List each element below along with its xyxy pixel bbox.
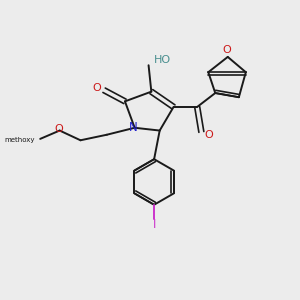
Text: O: O	[205, 130, 214, 140]
Text: N: N	[129, 121, 138, 134]
Text: methoxy: methoxy	[5, 137, 35, 143]
Text: I: I	[152, 218, 156, 231]
Text: O: O	[223, 45, 232, 55]
Text: HO: HO	[154, 55, 171, 65]
Text: O: O	[92, 83, 101, 93]
Text: O: O	[55, 124, 64, 134]
